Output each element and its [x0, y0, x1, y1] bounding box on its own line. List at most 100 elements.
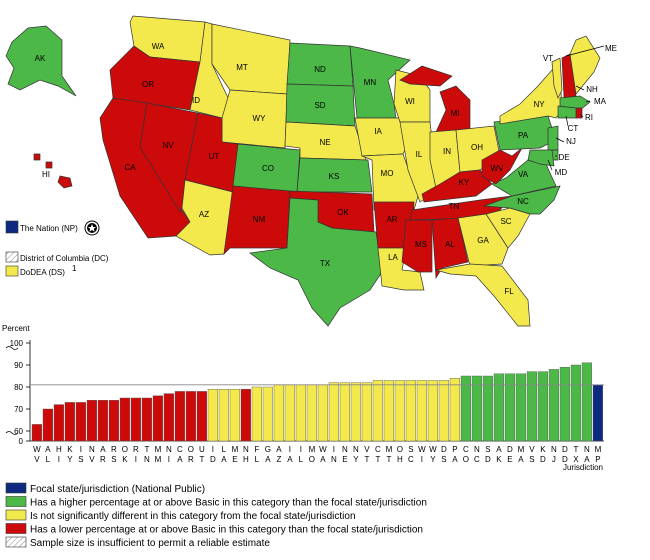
- state-GA[interactable]: [457, 213, 509, 267]
- bar-OH[interactable]: [394, 380, 406, 442]
- bar-FL[interactable]: [251, 386, 263, 442]
- bar-KD[interactable]: [537, 371, 549, 442]
- bar-WA[interactable]: [317, 384, 329, 442]
- axis-break-bottom: [5, 431, 19, 435]
- state-WV[interactable]: [481, 147, 523, 185]
- bar-IS[interactable]: [75, 402, 87, 442]
- bar-NA[interactable]: [581, 362, 593, 442]
- x-tick-label-FL-1: F: [254, 445, 259, 454]
- state-label-NJ: NJ: [566, 137, 576, 146]
- x-tick-label-AZ-2: Z: [276, 455, 281, 464]
- bar-AZ[interactable]: [273, 384, 285, 442]
- state-label-AZ: AZ: [199, 210, 209, 219]
- state-FL[interactable]: [435, 263, 531, 327]
- x-tick-label-WA-1: W: [319, 445, 327, 454]
- state-label-CO: CO: [262, 164, 274, 173]
- bar-NH[interactable]: [240, 389, 252, 442]
- bar-MO[interactable]: [306, 384, 318, 442]
- bar-NI[interactable]: [163, 393, 175, 442]
- bar-DS[interactable]: [438, 380, 450, 442]
- x-tick-label-CO-2: O: [463, 455, 469, 464]
- bar-TX[interactable]: [570, 364, 582, 442]
- x-tick-label-IS-2: S: [78, 455, 83, 464]
- x-axis-labels: WVALHIKYISNVARRSOKRITNMMNICAORUTIDLAMENH…: [33, 445, 601, 464]
- bar-AK[interactable]: [493, 373, 505, 442]
- bar-MA[interactable]: [515, 373, 527, 442]
- bar-IA[interactable]: [284, 384, 296, 442]
- x-tick-label-TN-1: T: [144, 445, 149, 454]
- x-tick-label-AZ-1: A: [276, 445, 282, 454]
- bar-AL[interactable]: [42, 408, 54, 442]
- state-CT[interactable]: [557, 105, 577, 119]
- x-tick-label-NY-1: N: [353, 445, 359, 454]
- state-TX[interactable]: [249, 197, 383, 327]
- x-tick-label-RS-2: S: [111, 455, 116, 464]
- bar-WV[interactable]: [31, 424, 43, 442]
- state-ME[interactable]: [569, 35, 601, 95]
- state-MA[interactable]: [559, 95, 591, 111]
- state-MT[interactable]: [211, 23, 291, 95]
- bar-DD[interactable]: [559, 367, 571, 442]
- bar-UT[interactable]: [196, 391, 208, 442]
- bar-KY[interactable]: [64, 402, 76, 442]
- bar-MM[interactable]: [152, 395, 164, 442]
- x-tick-label-WA-2: A: [320, 455, 326, 464]
- bar-SC[interactable]: [405, 380, 417, 442]
- state-MS[interactable]: [401, 219, 433, 273]
- state-NM[interactable]: [223, 185, 291, 255]
- y-tick-label: 90: [14, 361, 23, 370]
- bar-ID[interactable]: [207, 389, 219, 442]
- state-HI-island2[interactable]: [33, 153, 41, 161]
- state-label-AK: AK: [35, 54, 46, 63]
- state-label-CA: CA: [124, 163, 136, 172]
- bar-RI[interactable]: [130, 397, 142, 442]
- state-KS[interactable]: [296, 157, 373, 193]
- state-SC[interactable]: [485, 207, 531, 249]
- bar-IL[interactable]: [295, 384, 307, 442]
- state-label-MO: MO: [381, 169, 394, 178]
- state-HI-island3[interactable]: [45, 161, 53, 169]
- bar-PA[interactable]: [449, 378, 461, 442]
- state-AK[interactable]: [5, 25, 77, 97]
- bar-DE[interactable]: [504, 373, 516, 442]
- bar-LA[interactable]: [218, 389, 230, 442]
- bar-IN[interactable]: [328, 382, 340, 442]
- bar-MT[interactable]: [383, 380, 395, 442]
- bar-WI[interactable]: [416, 380, 428, 442]
- bar-GA[interactable]: [262, 386, 274, 442]
- bar-NC[interactable]: [471, 375, 483, 442]
- bar-AR[interactable]: [97, 400, 109, 442]
- state-HI[interactable]: [57, 175, 73, 189]
- bar-WY[interactable]: [427, 380, 439, 442]
- bar-SD[interactable]: [482, 375, 494, 442]
- bar-CA[interactable]: [174, 391, 186, 442]
- bar-RS[interactable]: [108, 400, 120, 442]
- x-tick-label-CT-2: T: [375, 455, 380, 464]
- state-label-PA: PA: [518, 131, 529, 140]
- bar-CT[interactable]: [372, 380, 384, 442]
- bar-NV[interactable]: [86, 400, 98, 442]
- state-AL[interactable]: [431, 217, 469, 280]
- bar-TN[interactable]: [141, 397, 153, 442]
- bar-OR[interactable]: [185, 391, 197, 442]
- bar-NY[interactable]: [350, 382, 362, 442]
- state-WY[interactable]: [221, 89, 288, 149]
- bar-VS[interactable]: [526, 371, 538, 442]
- state-label-VT: VT: [543, 54, 553, 63]
- state-VT[interactable]: [551, 57, 563, 99]
- state-RI[interactable]: [575, 107, 583, 119]
- bar-CO[interactable]: [460, 375, 472, 442]
- bar-HI[interactable]: [53, 404, 65, 442]
- state-MD[interactable]: [527, 149, 555, 167]
- x-tick-label-HI-2: I: [58, 455, 60, 464]
- state-NY[interactable]: [499, 69, 563, 125]
- bar-VT[interactable]: [361, 382, 373, 442]
- bar-MP[interactable]: [592, 384, 604, 442]
- state-MI-up[interactable]: [399, 65, 453, 87]
- x-tick-label-KD-1: K: [540, 445, 546, 454]
- bar-OK[interactable]: [119, 397, 131, 442]
- bar-NE[interactable]: [339, 382, 351, 442]
- bar-NJ[interactable]: [548, 369, 560, 442]
- state-label-DE: DE: [558, 153, 569, 162]
- bar-ME[interactable]: [229, 389, 241, 442]
